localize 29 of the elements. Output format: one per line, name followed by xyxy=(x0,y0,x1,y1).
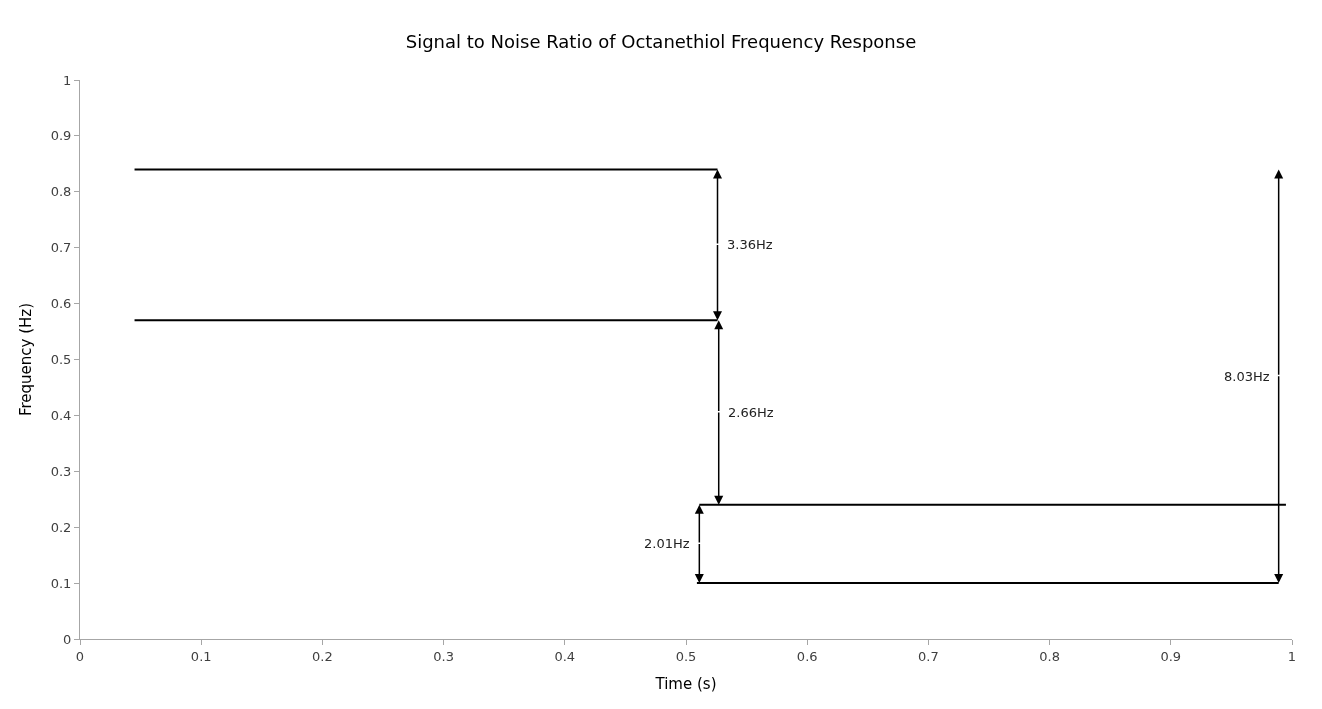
y-tick-label: 0 xyxy=(63,631,72,647)
x-tick-label: 0.2 xyxy=(312,648,333,664)
y-tick-label: 0.7 xyxy=(50,240,72,256)
y-tick-label: 0.6 xyxy=(50,296,72,312)
x-tick-label: 0.6 xyxy=(796,648,818,664)
x-tick-label: 0.9 xyxy=(1160,648,1182,664)
y-tick-label: 1 xyxy=(63,72,72,88)
y-tick-label: 0.8 xyxy=(50,184,72,200)
annotation: 3.36Hz xyxy=(727,237,773,252)
x-tick-label: 0.8 xyxy=(1039,648,1060,664)
x-tick-label: 0.3 xyxy=(433,648,454,664)
y-axis-title: Frequency (Hz) xyxy=(16,302,35,417)
y-tick-label: 0.9 xyxy=(50,128,72,144)
annotation: 8.03Hz xyxy=(1224,369,1270,384)
x-tick-label: 0.4 xyxy=(554,648,576,664)
x-tick-label: 0.7 xyxy=(918,648,939,664)
y-tick-label: 0.1 xyxy=(50,575,72,591)
annotation: 2.66Hz xyxy=(728,405,774,420)
x-tick-label: 1 xyxy=(1287,648,1297,664)
x-tick-label: 0 xyxy=(75,648,85,664)
x-axis-title: Time (s) xyxy=(654,674,717,693)
x-tick-label: 0.5 xyxy=(675,648,697,664)
y-tick-label: 0.5 xyxy=(50,352,72,368)
y-tick-label: 0.2 xyxy=(50,519,72,535)
y-tick-label: 0.4 xyxy=(50,407,72,423)
x-tick-label: 0.1 xyxy=(190,648,212,664)
chart-title: Signal to Noise Ratio of Octanethiol Frequency Response xyxy=(405,31,917,53)
y-tick-label: 0.3 xyxy=(50,463,72,479)
annotation: 2.01Hz xyxy=(644,536,690,551)
